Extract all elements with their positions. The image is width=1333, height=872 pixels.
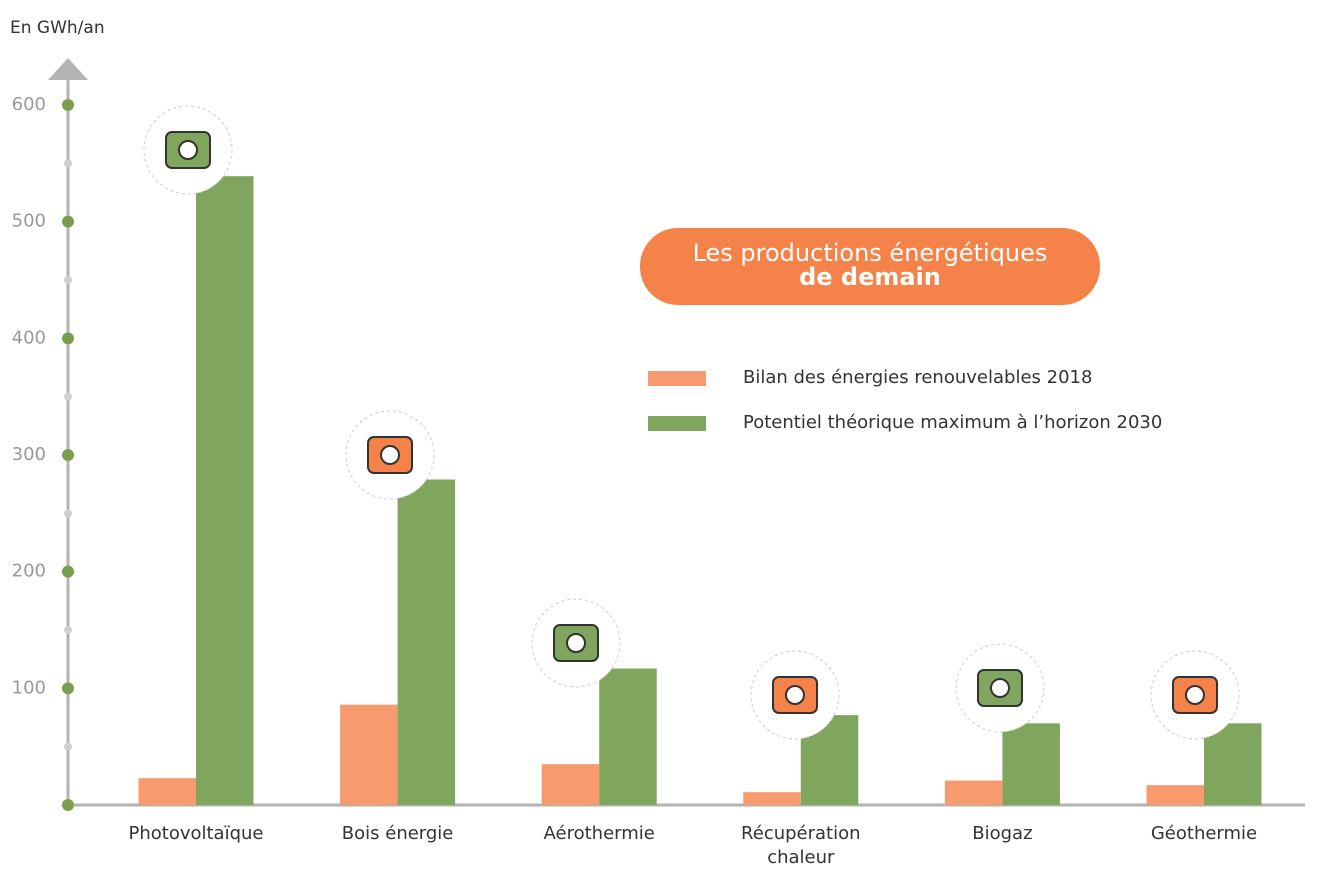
minor-tick-dot [64, 742, 72, 751]
x-tick-label: Photovoltaïque [128, 823, 264, 844]
origin-dot [62, 799, 74, 811]
icon-glyph-dot [785, 685, 805, 705]
y-tick-dot [62, 99, 74, 111]
bar [599, 668, 657, 805]
bar [944, 780, 1003, 805]
legend-swatch [648, 371, 706, 386]
y-tick-dot [62, 449, 74, 461]
x-tick-label: Récupération chaleur [741, 823, 861, 868]
y-tick-label: 100 [12, 677, 46, 698]
minor-tick-dot [64, 159, 72, 168]
bar [196, 176, 254, 805]
icon-glyph-dot [1185, 685, 1205, 705]
legend-label: Potentiel théorique maximum à l’horizon … [743, 412, 1162, 433]
y-axis-label: En GWh/an [10, 18, 105, 38]
x-tick-label: Aérothermie [543, 823, 655, 844]
title-box: Les productions énergétiques de demain [640, 228, 1100, 305]
y-tick-label: 200 [12, 561, 46, 582]
y-tick-label: 400 [12, 327, 46, 348]
y-tick-label: 500 [12, 211, 46, 232]
bar [397, 479, 456, 805]
x-tick-label: Géothermie [1150, 823, 1258, 844]
x-tick-label: Bois énergie [341, 823, 454, 844]
bar [138, 778, 196, 805]
x-tick-label: Biogaz [972, 823, 1033, 844]
icon-glyph-dot [380, 445, 400, 465]
y-axis-arrow [48, 58, 88, 80]
bar [1204, 723, 1262, 805]
legend-swatch [648, 416, 706, 431]
bar [541, 764, 600, 805]
y-tick-dot [62, 682, 74, 695]
bar [1146, 785, 1204, 805]
minor-tick-dot [64, 626, 72, 634]
icon-glyph-dot [178, 140, 198, 160]
icon-glyph-dot [566, 633, 586, 653]
y-tick-dot [62, 332, 74, 345]
bar [743, 792, 801, 805]
bar [1002, 723, 1060, 805]
y-tick-dot [62, 565, 74, 578]
minor-tick-dot [64, 276, 72, 284]
minor-tick-dot [64, 509, 72, 518]
legend-label: Bilan des énergies renouvelables 2018 [743, 367, 1092, 388]
chart-title-bold: de demain [799, 263, 941, 291]
y-tick-dot [62, 215, 74, 228]
y-tick-label: 300 [12, 444, 46, 465]
icon-glyph-dot [990, 678, 1010, 698]
bar [340, 704, 398, 805]
y-tick-label: 600 [12, 94, 46, 115]
minor-tick-dot [64, 392, 72, 401]
chart-title: Les productions énergétiques [692, 239, 1048, 267]
